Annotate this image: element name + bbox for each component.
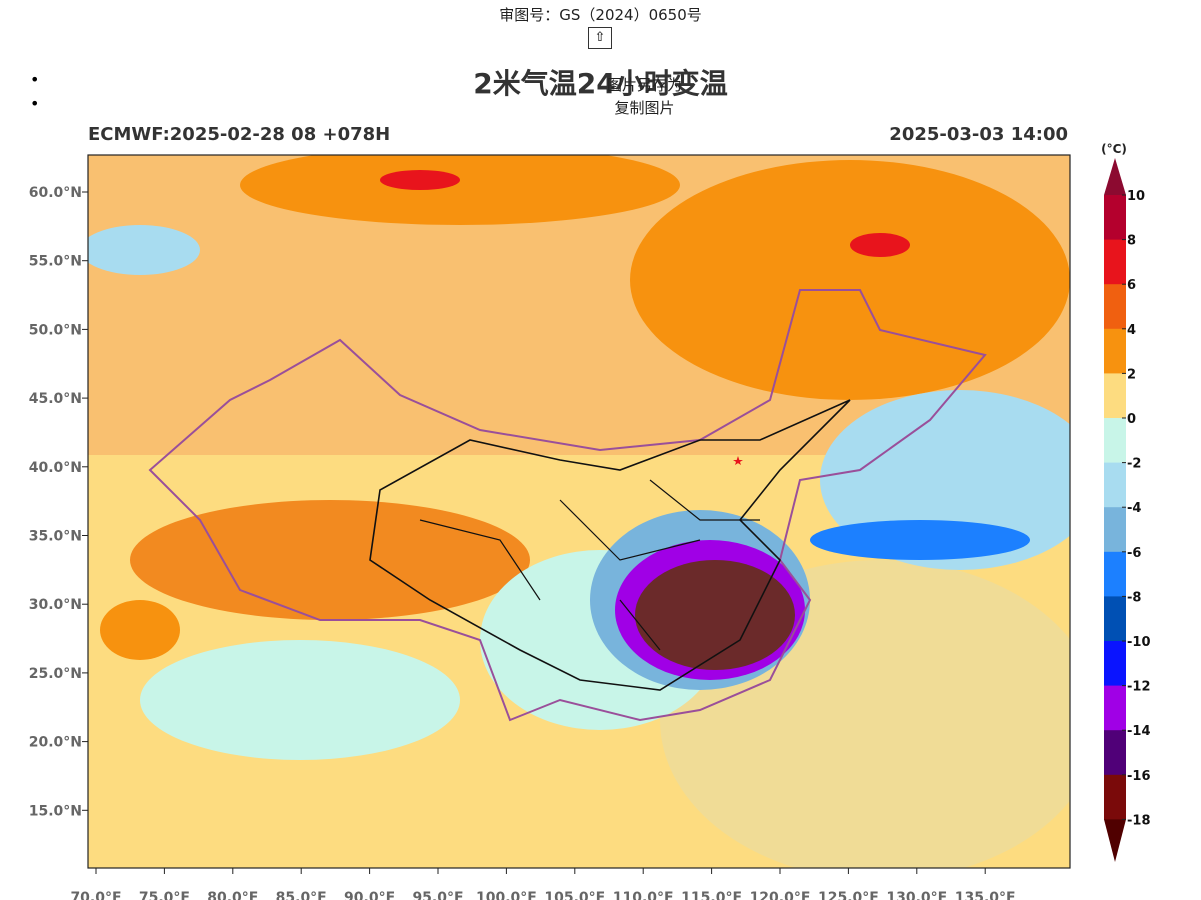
colorbar-band xyxy=(1104,507,1126,553)
colorbar-band xyxy=(1104,641,1126,687)
lon-label: 80.0°E xyxy=(207,890,258,900)
lon-label: 120.0°E xyxy=(750,890,811,900)
colorbar-label: -4 xyxy=(1127,501,1141,516)
lon-label: 135.0°E xyxy=(955,890,1016,900)
plot-frame xyxy=(87,154,1071,869)
menu-item[interactable]: 图片另存为 xyxy=(606,76,682,94)
up-button[interactable]: ⇧ xyxy=(588,27,612,49)
colorbar-band xyxy=(1104,462,1126,508)
lat-label: 45.0°N xyxy=(29,391,82,407)
colorbar-label: -6 xyxy=(1127,546,1141,561)
lon-label: 85.0°E xyxy=(276,890,327,900)
colorbar-band xyxy=(1104,551,1126,597)
colorbar-label: 6 xyxy=(1127,278,1136,293)
colorbar-label: -8 xyxy=(1127,590,1141,605)
colorbar-band xyxy=(1104,239,1126,285)
colorbar-band xyxy=(1104,774,1126,820)
lat-label: 25.0°N xyxy=(29,666,82,682)
lon-label: 105.0°E xyxy=(544,890,605,900)
colorbar-label: -2 xyxy=(1127,457,1141,472)
temperature-field xyxy=(88,155,1070,868)
lon-label: 75.0°E xyxy=(139,890,190,900)
colorbar-under xyxy=(1104,819,1126,862)
approval-number: 审图号：GS（2024）0650号 xyxy=(499,6,702,24)
colorbar-band xyxy=(1104,418,1126,464)
colorbar-label: 4 xyxy=(1127,323,1136,338)
valid-time-label: 2025-03-03 14:00 xyxy=(889,124,1068,145)
title: 2米气温24小时变温 xyxy=(473,67,728,100)
colorbar-unit: (°C) xyxy=(1101,142,1127,156)
lat-label: 15.0°N xyxy=(29,803,82,819)
colorbar-label: 10 xyxy=(1127,189,1145,204)
colorbar-label: -10 xyxy=(1127,635,1151,650)
lat-label: 60.0°N xyxy=(29,185,82,201)
colorbar-label: 0 xyxy=(1127,412,1136,427)
colorbar-label: -16 xyxy=(1127,769,1151,784)
lon-label: 100.0°E xyxy=(476,890,537,900)
colorbar-band xyxy=(1104,685,1126,731)
colorbar-label: 2 xyxy=(1127,367,1136,382)
colorbar-band xyxy=(1104,596,1126,642)
lon-label: 115.0°E xyxy=(681,890,742,900)
colorbar-band xyxy=(1104,373,1126,419)
lon-label: 130.0°E xyxy=(886,890,947,900)
bullet: • xyxy=(30,94,40,113)
menu-item[interactable]: 复制图片 xyxy=(614,99,675,117)
colorbar-label: -14 xyxy=(1127,724,1151,739)
colorbar-band xyxy=(1104,730,1126,776)
bullet: • xyxy=(30,70,40,89)
lat-label: 35.0°N xyxy=(29,529,82,545)
colorbar-band xyxy=(1104,284,1126,330)
lon-label: 110.0°E xyxy=(613,890,674,900)
colorbar: 10 8 6 4 2 0 -2 -4 -6 -8 -10 -12 -14 -16 -18 xyxy=(1104,158,1151,862)
colorbar-label: -18 xyxy=(1127,813,1151,828)
lat-label: 50.0°N xyxy=(29,322,82,338)
lon-label: 70.0°E xyxy=(70,890,121,900)
lon-label: 95.0°E xyxy=(412,890,463,900)
colorbar-label: -12 xyxy=(1127,680,1151,695)
lon-label: 125.0°E xyxy=(818,890,879,900)
model-run-label: ECMWF:2025-02-28 08 +078H xyxy=(88,124,390,145)
lat-label: 30.0°N xyxy=(29,597,82,613)
lat-label: 55.0°N xyxy=(29,254,82,270)
lat-label: 40.0°N xyxy=(29,460,82,476)
lon-label: 90.0°E xyxy=(344,890,395,900)
lat-label: 20.0°N xyxy=(29,735,82,751)
colorbar-over xyxy=(1104,158,1126,195)
colorbar-label: 8 xyxy=(1127,234,1136,249)
colorbar-band xyxy=(1104,195,1126,241)
colorbar-band xyxy=(1104,328,1126,374)
